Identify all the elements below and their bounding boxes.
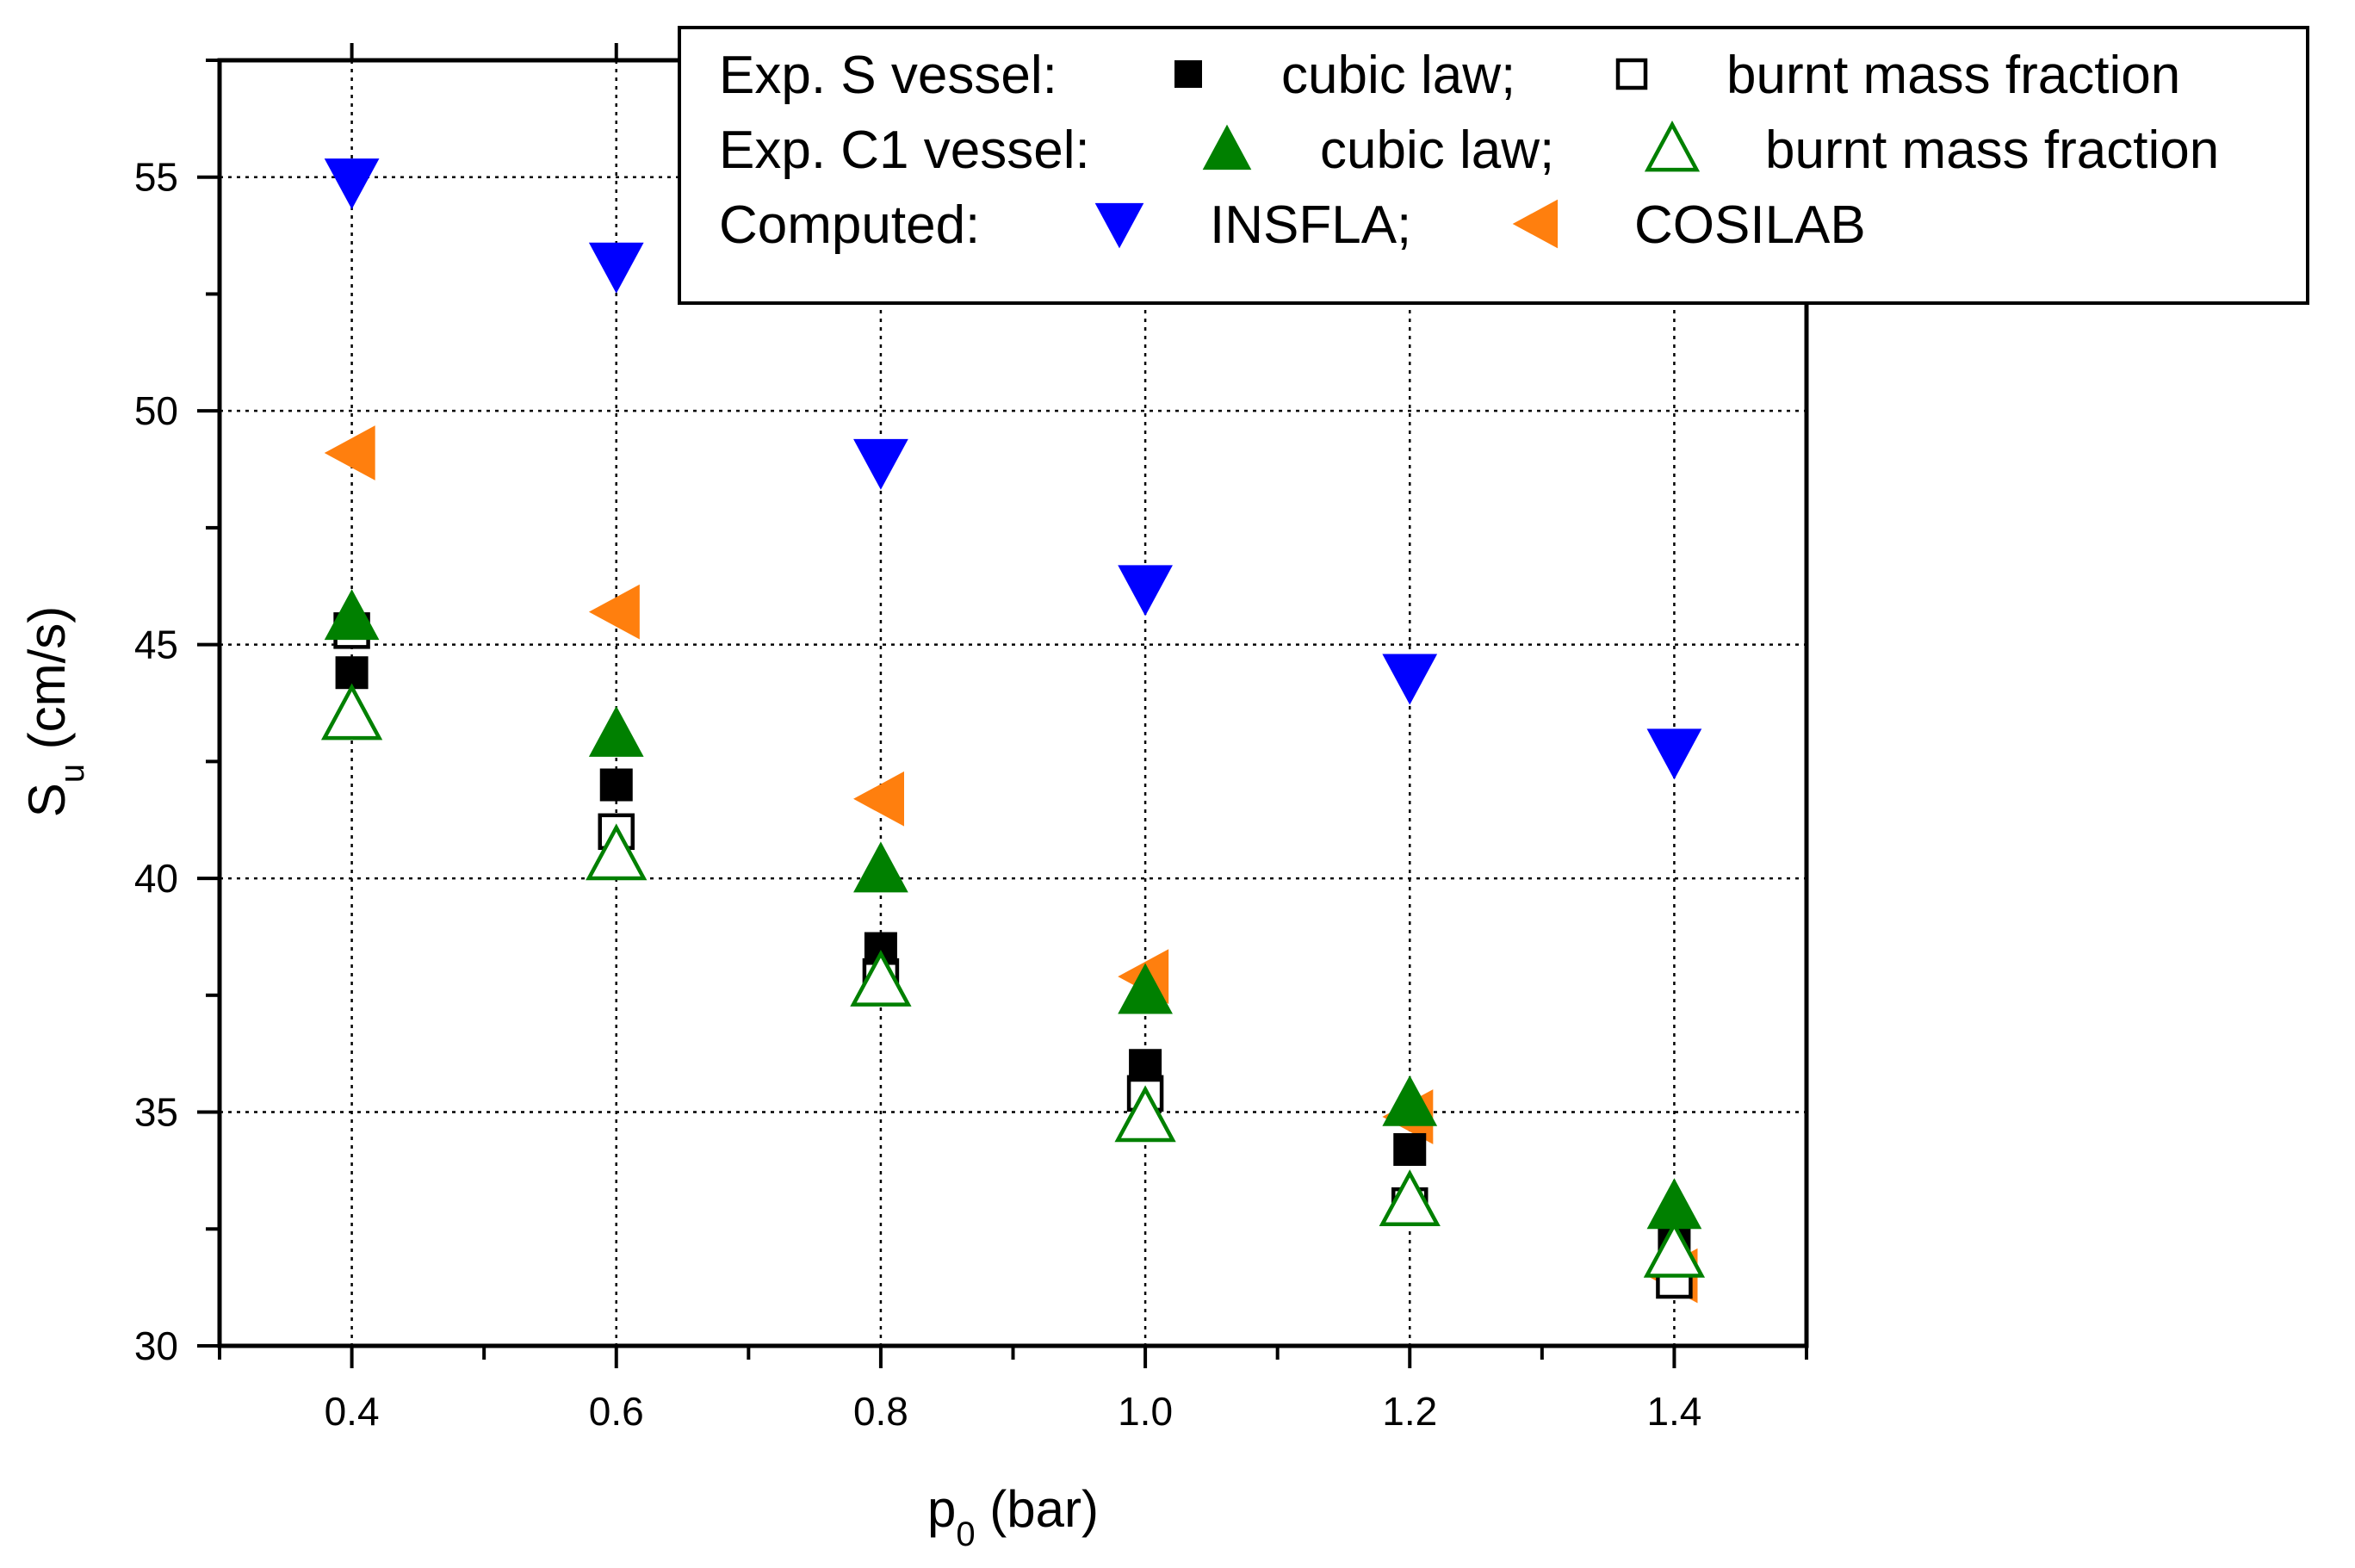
point-s_cubic-4: [1393, 1132, 1427, 1166]
x-tick-label-3: 1.0: [1118, 1389, 1173, 1434]
point-c1_cubic-4: [1382, 1075, 1438, 1126]
legend-row-label-1: Exp. C1 vessel:: [719, 121, 1090, 180]
tick-labels: 0.4 0.6 0.8 1.0 1.2 1.4 30 35 40 45 50 55: [134, 155, 1702, 1434]
point-cosilab-2: [853, 771, 904, 827]
point-c1_cubic-1: [588, 705, 644, 757]
legend-marker-s_bmf: [1615, 58, 1648, 90]
legend-entry-c1_cubic: cubic law;: [1320, 121, 1554, 180]
legend-marker-cosilab: [1512, 199, 1559, 249]
point-insfla-4: [1382, 654, 1438, 705]
point-insfla-3: [1118, 565, 1173, 617]
data-points: [320, 158, 1706, 1304]
legend-entry-s_bmf: burnt mass fraction: [1726, 46, 2180, 105]
x-tick-label-2: 0.8: [853, 1389, 908, 1434]
y-axis-title-main: S: [18, 783, 76, 817]
y-tick-label-4: 50: [134, 388, 178, 433]
point-c1_bmf-2: [850, 949, 912, 1007]
point-c1_cubic-0: [324, 589, 380, 641]
legend-box: [678, 26, 2309, 305]
point-c1_bmf-5: [1643, 1220, 1706, 1278]
x-tick-label-0: 0.4: [325, 1389, 380, 1434]
point-s_cubic-1: [599, 768, 633, 802]
legend-marker-insfla: [1094, 202, 1144, 249]
point-insfla-1: [588, 242, 644, 294]
x-tick-label-1: 0.6: [589, 1389, 644, 1434]
series-s_cubic: [335, 656, 1691, 1260]
x-axis-title: p0 (bar): [927, 1480, 1099, 1553]
legend-marker-s_cubic: [1174, 60, 1202, 88]
x-tick-label-5: 1.4: [1646, 1389, 1701, 1434]
y-tick-label-5: 55: [134, 155, 178, 200]
y-axis-title-sub: u: [53, 764, 91, 783]
legend-entry-c1_bmf: burnt mass fraction: [1765, 121, 2219, 180]
y-tick-label-1: 35: [134, 1090, 178, 1135]
point-insfla-0: [324, 158, 380, 210]
point-insfla-2: [853, 438, 908, 490]
point-s_cubic-3: [1129, 1049, 1162, 1082]
y-tick-label-0: 30: [134, 1323, 178, 1368]
legend-entry-s_cubic: cubic law;: [1281, 46, 1515, 105]
point-insfla-5: [1646, 728, 1702, 780]
point-c1_cubic-3: [1118, 963, 1173, 1014]
point-c1_bmf-0: [320, 683, 383, 741]
x-axis-title-main: p: [927, 1480, 956, 1538]
point-c1_bmf-4: [1379, 1169, 1441, 1227]
x-tick-label-4: 1.2: [1382, 1389, 1437, 1434]
legend-marker-c1_bmf: [1644, 120, 1701, 172]
point-cosilab-1: [588, 584, 640, 640]
point-c1_cubic-2: [853, 841, 908, 893]
point-c1_bmf-3: [1114, 1085, 1176, 1143]
legend: Exp. S vessel: cubic law; burnt mass fract…: [678, 26, 2309, 305]
y-tick-label-3: 45: [134, 623, 178, 667]
legend-row-label-0: Exp. S vessel:: [719, 46, 1057, 105]
point-c1_bmf-1: [586, 823, 648, 881]
point-cosilab-0: [324, 425, 375, 480]
point-c1_cubic-5: [1646, 1178, 1702, 1230]
series-insfla: [324, 158, 1702, 780]
series-c1_cubic: [324, 589, 1702, 1230]
x-axis-title-sub: 0: [956, 1515, 975, 1553]
series-c1_bmf: [320, 683, 1706, 1278]
legend-entry-cosilab: COSILAB: [1634, 195, 1866, 255]
legend-entry-insfla: INSFLA;: [1210, 195, 1411, 255]
y-axis-title: Su (cm/s): [18, 606, 91, 818]
y-tick-label-2: 40: [134, 856, 178, 901]
y-axis-title-rest: (cm/s): [18, 606, 76, 764]
legend-marker-c1_cubic: [1202, 124, 1252, 170]
legend-row-label-2: Computed:: [719, 195, 980, 255]
x-axis-title-rest: (bar): [976, 1480, 1099, 1538]
